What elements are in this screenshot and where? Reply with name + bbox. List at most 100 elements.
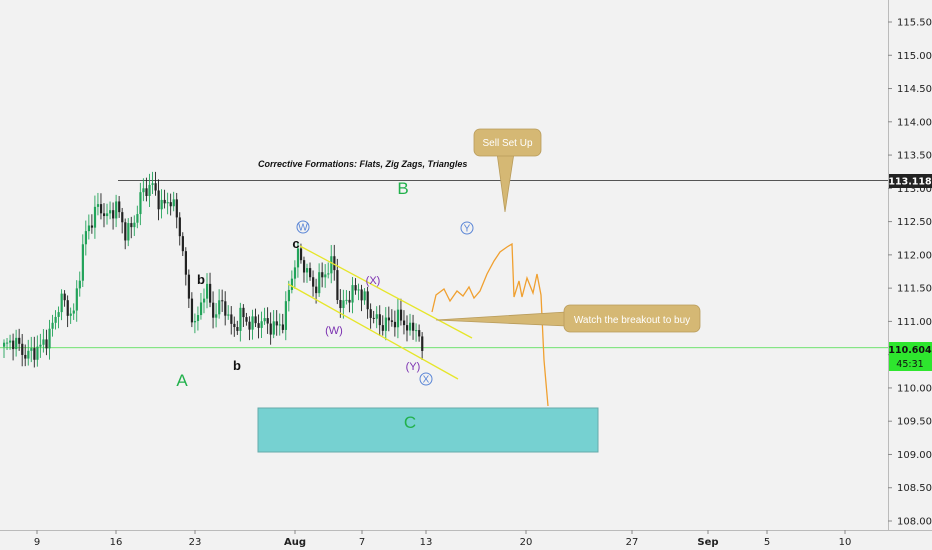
candle-down (309, 268, 312, 278)
wave-circle-Y (460, 221, 474, 235)
candle-up (330, 256, 333, 274)
price-tick-label: 108.500 (897, 483, 932, 494)
date-tick-label: 13 (420, 537, 433, 548)
candle-up (272, 321, 275, 335)
candle-up (306, 268, 309, 273)
candle-down (190, 298, 194, 323)
wave-label-A: A (176, 371, 188, 390)
candle-up (345, 299, 348, 301)
candle-up (48, 328, 51, 349)
candle-up (357, 289, 360, 291)
candle-down (333, 256, 336, 271)
candle-down (369, 309, 372, 318)
candle-up (57, 312, 60, 317)
candle-up (139, 192, 142, 215)
candle-down (224, 301, 227, 316)
price-tick-label: 111.500 (897, 284, 932, 295)
candle-up (227, 314, 230, 316)
candle-up (151, 183, 154, 185)
resistance-price-tag-text: 113.118 (888, 177, 932, 188)
candle-down (157, 190, 160, 210)
candle-down (12, 340, 15, 350)
candle-down (348, 299, 351, 303)
candle-down (102, 213, 106, 217)
candle-up (142, 188, 145, 193)
resistance-price-tag (889, 174, 932, 188)
date-tick-label: 27 (626, 537, 639, 548)
candle-down (124, 222, 127, 241)
candle-up (284, 301, 287, 330)
candle-up (84, 231, 88, 245)
channel-upper-line (299, 245, 473, 339)
candle-down (184, 251, 187, 275)
countdown-text: 45:31 (896, 359, 923, 370)
candle-up (363, 291, 366, 301)
candle-up (199, 302, 203, 316)
price-tick-label: 112.500 (897, 217, 932, 228)
candle-down (130, 223, 133, 228)
candle-down (233, 323, 236, 328)
candle-down (118, 201, 121, 213)
price-tick-label: 111.000 (897, 317, 932, 328)
price-tick-label: 113.500 (897, 151, 932, 162)
wave-label-Y-paren: (Y) (406, 361, 421, 373)
candle-up (193, 321, 197, 323)
candle-down (66, 300, 69, 316)
price-tick-label: 109.500 (897, 417, 932, 428)
wave-label-X-paren: (X) (366, 275, 381, 287)
candle-down (99, 204, 103, 214)
candle-down (372, 317, 375, 319)
candle-up (27, 350, 30, 359)
candle-down (63, 293, 66, 301)
candle-down (242, 307, 245, 318)
candle-up (260, 321, 263, 328)
candle-down (121, 212, 124, 223)
candle-up (278, 324, 281, 326)
candle-up (206, 283, 209, 299)
candle-down (257, 323, 260, 328)
date-tick-label: 23 (189, 537, 202, 548)
time-axis[interactable]: 9 16 23 Aug 7 13 20 27 Sep 5 10 (34, 530, 852, 548)
candle-down (230, 314, 233, 324)
price-tick-label: 114.500 (897, 84, 932, 95)
price-axis[interactable]: 115.500 115.000 114.500 114.000 113.500 113.0… (888, 18, 932, 528)
callout-sell-text: Sell Set Up (482, 138, 532, 149)
candle-down (112, 210, 115, 219)
candle-down (221, 300, 224, 302)
candle-down (339, 300, 342, 309)
candle-down (45, 339, 48, 349)
candle-up (415, 330, 418, 332)
candle-up (202, 298, 206, 303)
date-tick-label: 9 (34, 537, 40, 548)
date-tick-label: 20 (520, 537, 533, 548)
callout-watch-box[interactable] (563, 304, 701, 333)
candle-down (209, 283, 212, 303)
candle-down (418, 330, 421, 337)
wave-circle-Y-text: Y (464, 224, 471, 235)
candle-down (378, 314, 381, 326)
candle-down (212, 302, 215, 318)
candle-down (175, 199, 178, 218)
candle-down (187, 274, 191, 299)
candle-down (254, 316, 257, 324)
wave-label-c: c (292, 236, 299, 251)
candle-up (36, 346, 39, 360)
date-tick-label: Aug (284, 537, 306, 548)
candle-up (6, 342, 9, 344)
callout-sell-box[interactable] (473, 128, 542, 157)
date-tick-label: 5 (764, 537, 770, 548)
candle-down (381, 325, 384, 331)
price-tick-label: 115.000 (897, 51, 932, 62)
candle-up (384, 317, 387, 331)
candle-down (412, 322, 415, 331)
candle-up (172, 199, 175, 207)
candle-down (163, 199, 166, 204)
date-tick-label: 7 (359, 537, 365, 548)
candle-up (287, 289, 291, 302)
price-tick-label: 108.000 (897, 517, 932, 528)
wave-label-b-lower: b (233, 358, 241, 373)
target-zone-box (257, 407, 599, 453)
candle-down (275, 321, 278, 326)
candle-up (93, 206, 97, 228)
wave-circle-X (419, 372, 433, 386)
